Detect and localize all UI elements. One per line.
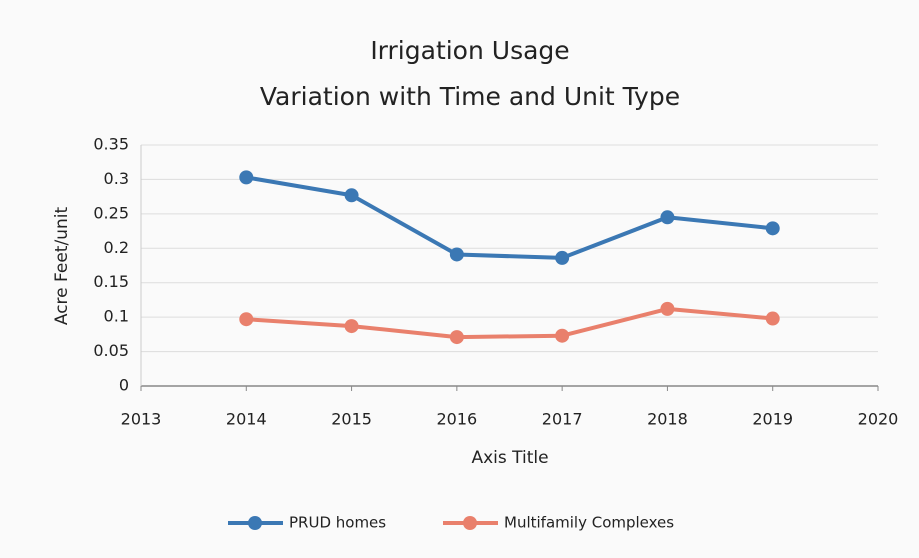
data-point <box>239 170 254 185</box>
data-point <box>239 312 254 327</box>
y-tick-label: 0.2 <box>104 238 129 257</box>
data-point <box>765 311 780 326</box>
data-point <box>660 210 675 225</box>
legend-marker <box>248 516 262 530</box>
y-tick-label: 0.35 <box>93 135 129 154</box>
series-line <box>245 175 773 260</box>
x-tick-label: 2020 <box>858 410 899 429</box>
y-axis-title: Acre Feet/unit <box>52 207 72 326</box>
y-tick-label: 0.15 <box>93 272 129 291</box>
data-point <box>555 250 570 265</box>
chart-subtitle: Variation with Time and Unit Type <box>260 82 680 111</box>
legend-label: Multifamily Complexes <box>504 514 674 532</box>
x-tick-label: 2018 <box>647 410 688 429</box>
data-point <box>449 330 464 345</box>
legend-label: PRUD homes <box>289 514 386 532</box>
x-tick-label: 2015 <box>331 410 372 429</box>
x-axis-title: Axis Title <box>471 448 548 468</box>
chart-title: Irrigation Usage <box>370 36 569 65</box>
x-tick-label: 2017 <box>542 410 583 429</box>
y-tick-label: 0.1 <box>104 307 129 326</box>
y-tick-label: 0 <box>119 376 129 395</box>
data-point <box>344 319 359 334</box>
y-tick-label: 0.25 <box>93 203 129 222</box>
series-line <box>246 306 773 340</box>
data-point <box>555 328 570 343</box>
data-point <box>449 247 464 262</box>
data-point <box>344 188 359 203</box>
y-tick-label: 0.05 <box>93 341 129 360</box>
x-tick-label: 2014 <box>226 410 267 429</box>
data-point <box>660 301 675 316</box>
legend-marker <box>463 516 477 530</box>
y-tick-label: 0.3 <box>104 169 129 188</box>
data-point <box>765 221 780 236</box>
x-tick-label: 2016 <box>436 410 477 429</box>
x-tick-label: 2019 <box>752 410 793 429</box>
x-tick-label: 2013 <box>121 410 162 429</box>
